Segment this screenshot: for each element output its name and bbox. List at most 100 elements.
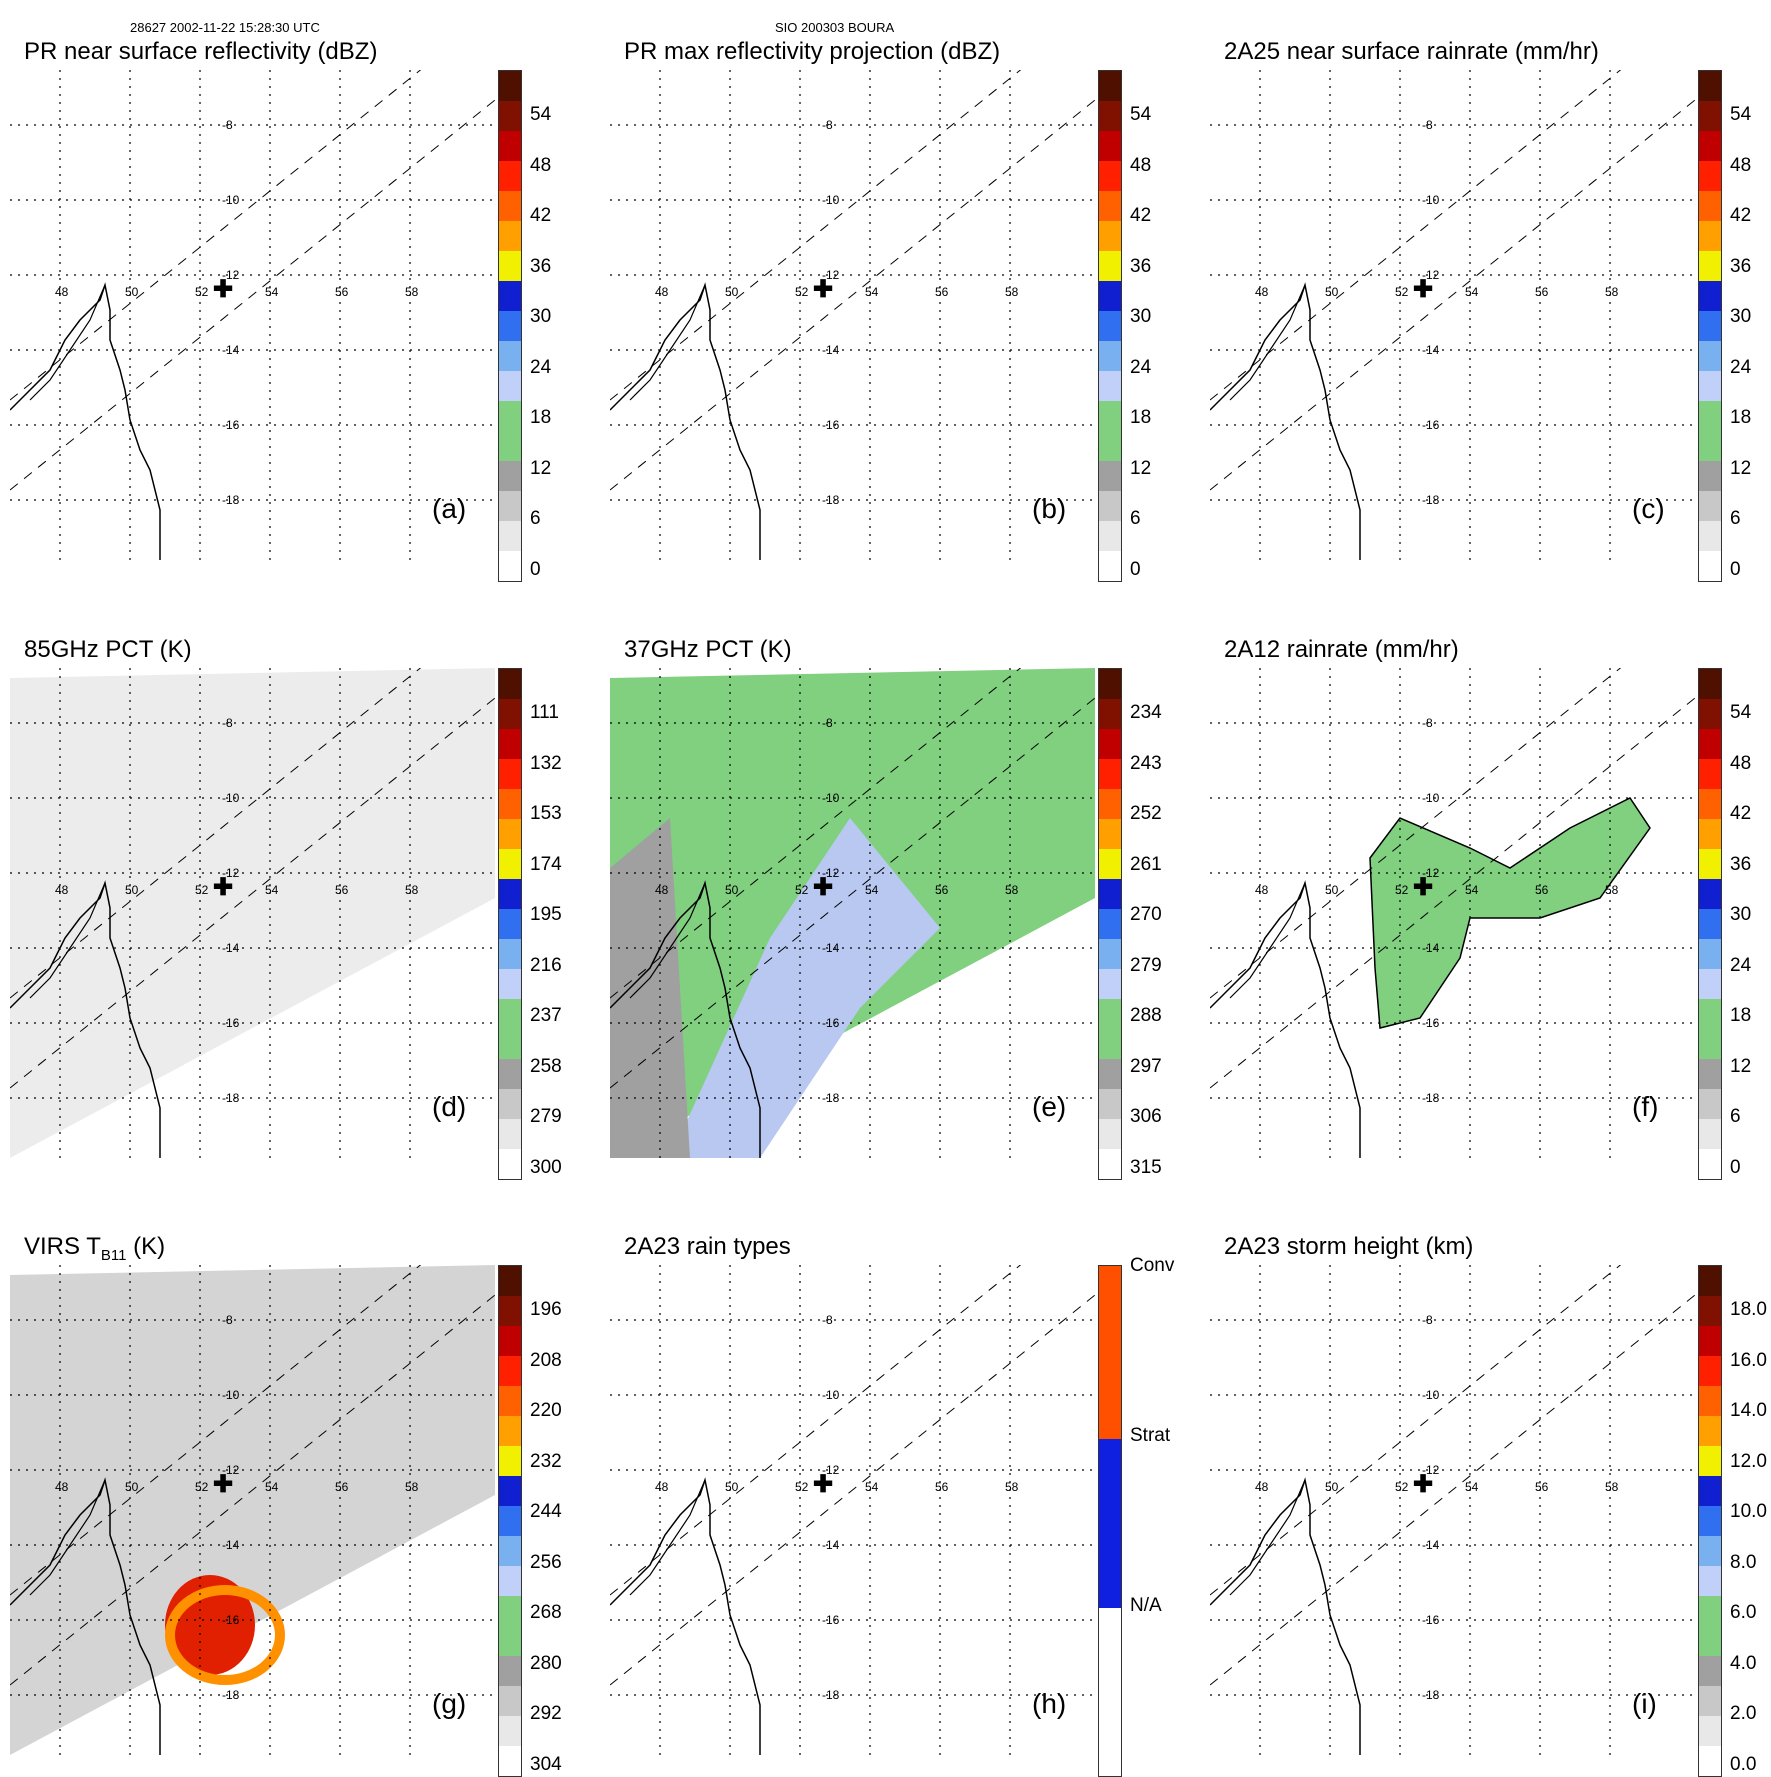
- colorbar-tick-label: 42: [1730, 803, 1752, 825]
- colorbar-segment: [1699, 251, 1721, 281]
- colorbar-tick-label: 279: [530, 1106, 562, 1128]
- lon-label: 54: [865, 883, 879, 897]
- lon-label: 58: [1005, 883, 1019, 897]
- swath-edge-line: [1210, 668, 1622, 999]
- colorbar: [1698, 668, 1722, 1180]
- swath-edge-line: [610, 668, 1022, 999]
- colorbar-segment: [499, 1296, 521, 1326]
- lon-label: 50: [125, 1480, 139, 1494]
- colorbar-tick-label: 243: [1130, 752, 1162, 774]
- lat-label: -16: [822, 1613, 840, 1627]
- lat-label: -18: [222, 493, 240, 507]
- colorbar-segment: [1099, 191, 1121, 221]
- lat-label: -8: [1422, 716, 1433, 730]
- lat-label: -10: [822, 1388, 840, 1402]
- swath-edge-line: [10, 668, 422, 999]
- colorbar-tick-label: 42: [530, 205, 552, 227]
- lat-label: -8: [822, 716, 833, 730]
- colorbar-segment: [1099, 849, 1121, 879]
- colorbar-tick-label: 12: [530, 457, 552, 479]
- colorbar-segment: [1699, 491, 1721, 521]
- colorbar-segment: [1699, 1296, 1721, 1326]
- colorbar-segment: [1099, 1119, 1121, 1149]
- lat-label: -16: [822, 418, 840, 432]
- lat-label: -8: [1422, 1313, 1433, 1327]
- colorbar-segment: [1099, 311, 1121, 341]
- colorbar-segment: [499, 1149, 521, 1179]
- lat-label: -10: [1422, 791, 1440, 805]
- colorbar-segment: [499, 1536, 521, 1566]
- colorbar-segment: [1699, 1536, 1721, 1566]
- lat-label: -10: [222, 1388, 240, 1402]
- map-canvas: [610, 1265, 1095, 1755]
- colorbar-segment: [1099, 491, 1121, 521]
- panel-letter: (b): [1032, 493, 1067, 524]
- lat-label: -14: [1422, 343, 1440, 357]
- lat-label: -14: [822, 343, 840, 357]
- lat-label: -12: [222, 1463, 240, 1477]
- colorbar: [498, 668, 522, 1180]
- colorbar-tick-label: 12: [1130, 457, 1152, 479]
- colorbar-tick-label: 292: [530, 1703, 562, 1725]
- coastline: [10, 1477, 161, 1755]
- colorbar-tick-label: 268: [530, 1602, 562, 1624]
- colorbar-segment: [499, 491, 521, 521]
- header-orbit-info: 28627 2002-11-22 15:28:30 UTC: [130, 20, 320, 35]
- colorbar-segment: [499, 1716, 521, 1746]
- map-plot: 48 50 52 54 56 58 -8 -10 -12 -14 -16 -18 ✚: [10, 668, 495, 1158]
- lon-label: 58: [1605, 883, 1619, 897]
- colorbar-segment: [499, 789, 521, 819]
- colorbar-tick-label: 18.0: [1730, 1299, 1767, 1320]
- panel-title: VIRS TB11 (K): [24, 1233, 165, 1264]
- colorbar-segment: [499, 1416, 521, 1446]
- map-plot: 48 50 52 54 56 58 -8 -10 -12 -14 -16 -18 ✚: [10, 70, 495, 560]
- lat-label: -16: [1422, 1016, 1440, 1030]
- colorbar-tick-label: 0.0: [1730, 1754, 1757, 1775]
- panel-letter: (c): [1632, 493, 1665, 524]
- colorbar-segment: [1699, 849, 1721, 879]
- lon-label: 48: [1255, 1480, 1269, 1494]
- colorbar-segment: [499, 1266, 521, 1296]
- colorbar-segment: [499, 101, 521, 131]
- colorbar-segment: [1699, 341, 1721, 371]
- panel-letter: (g): [432, 1688, 467, 1719]
- storm-center-icon: ✚: [1413, 276, 1434, 303]
- lon-label: 58: [405, 883, 419, 897]
- colorbar-tick-label: 196: [530, 1299, 562, 1320]
- lon-label: 54: [1465, 883, 1479, 897]
- colorbar-tick-label: 304: [530, 1754, 562, 1775]
- lon-label: 48: [1255, 285, 1269, 299]
- panel-title-subscript: B11: [100, 1246, 127, 1264]
- colorbar-segment: [1699, 521, 1721, 551]
- colorbar-segment: [1699, 1119, 1721, 1149]
- colorbar-tick-label: 14.0: [1730, 1400, 1767, 1422]
- panel-letter: (h): [1032, 1688, 1067, 1719]
- lat-label: -8: [222, 1313, 233, 1327]
- lat-label: -8: [1422, 118, 1433, 132]
- colorbar-tick-label: 297: [1130, 1055, 1162, 1077]
- colorbar-segment: [499, 1356, 521, 1386]
- panel-title-text: PR max reflectivity projection (dBZ): [624, 38, 1001, 65]
- colorbar: [1098, 1265, 1122, 1777]
- colorbar-tick-label: 261: [1130, 853, 1162, 875]
- colorbar-tick-label: 6: [1730, 508, 1741, 530]
- colorbar-segment: [1699, 1059, 1721, 1089]
- panel-title: 2A23 rain types: [624, 1233, 791, 1261]
- colorbar-tick-label: 54: [1730, 702, 1752, 723]
- colorbar: [1098, 70, 1122, 582]
- colorbar-tick-label: 54: [1730, 104, 1752, 125]
- coastline-west: [29, 882, 106, 999]
- lon-label: 54: [265, 1480, 279, 1494]
- colorbar-segment: [1699, 161, 1721, 191]
- colorbar-tick-label: 18: [1730, 1005, 1752, 1027]
- coastline-west: [29, 1479, 106, 1596]
- colorbar-segment: [1099, 371, 1121, 401]
- colorbar-tick-label: 270: [1130, 904, 1162, 926]
- coastline: [610, 880, 761, 1158]
- map-canvas: [1210, 70, 1695, 560]
- lon-label: 56: [935, 883, 949, 897]
- panel-title: 2A12 rainrate (mm/hr): [1224, 636, 1459, 664]
- swath-edge-line: [1210, 697, 1695, 1089]
- map-canvas: [610, 70, 1095, 560]
- colorbar-segment: [1099, 1266, 1121, 1440]
